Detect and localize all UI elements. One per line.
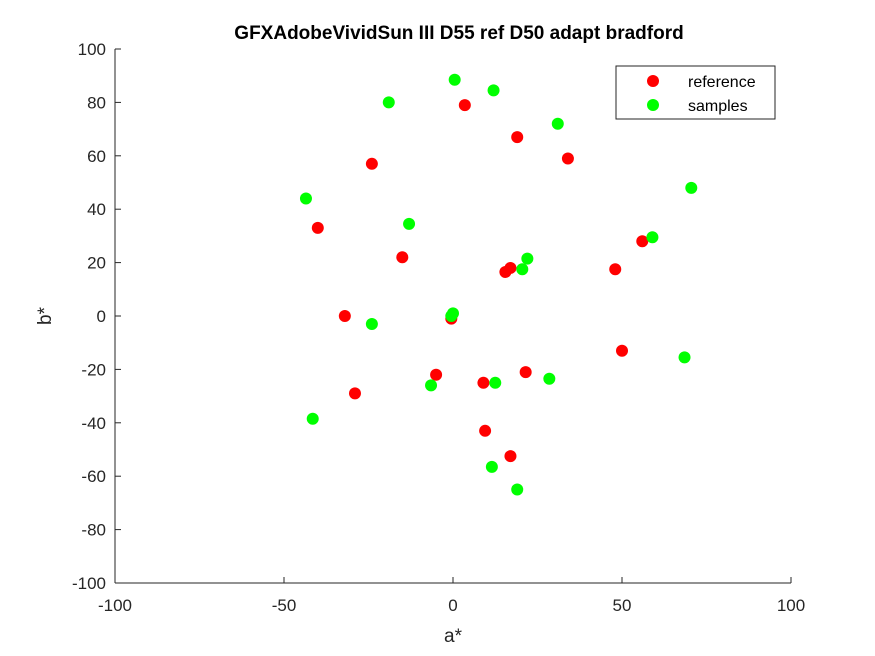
samples-point xyxy=(521,252,534,265)
y-tick-label: -100 xyxy=(72,574,106,593)
y-tick-label: 40 xyxy=(87,200,106,219)
legend-marker-samples xyxy=(647,99,659,111)
y-tick-label: 100 xyxy=(78,40,106,59)
samples-point xyxy=(516,263,529,276)
reference-point xyxy=(348,387,361,400)
x-tick-label: 50 xyxy=(613,596,632,615)
legend-label-reference: reference xyxy=(688,74,756,91)
chart-title: GFXAdobeVividSun III D55 ref D50 adapt b… xyxy=(234,23,683,44)
y-axis-ticks: -100 -80 -60 -40 -20 0 20 40 60 80 100 xyxy=(72,40,121,593)
y-tick-label: 80 xyxy=(87,93,106,112)
reference-point xyxy=(504,450,517,463)
reference-point xyxy=(458,99,471,112)
x-tick-label: 100 xyxy=(777,596,805,615)
reference-point xyxy=(561,152,574,165)
reference-point xyxy=(616,344,628,357)
y-tick-label: -20 xyxy=(81,360,106,379)
data-points xyxy=(299,73,698,496)
reference-point xyxy=(396,251,409,264)
y-axis-title: b* xyxy=(35,306,56,325)
y-tick-label: 60 xyxy=(87,147,106,166)
y-tick-label: -40 xyxy=(81,414,106,433)
samples-point xyxy=(445,310,458,322)
samples-point xyxy=(403,217,416,230)
samples-point xyxy=(487,84,500,97)
legend-marker-reference xyxy=(647,75,659,87)
x-tick-label: -100 xyxy=(98,596,132,615)
y-tick-label: 0 xyxy=(97,307,106,326)
legend: reference samples xyxy=(615,65,776,120)
reference-point xyxy=(636,235,649,248)
y-tick-label: -80 xyxy=(81,521,106,540)
reference-point xyxy=(479,424,492,437)
reference-point xyxy=(311,221,324,234)
y-tick-label: -60 xyxy=(81,467,106,486)
x-axis-title: a* xyxy=(444,626,463,647)
samples-point xyxy=(685,181,698,194)
samples-point xyxy=(382,96,395,109)
reference-point xyxy=(430,368,443,381)
samples-point xyxy=(425,379,438,392)
samples-point xyxy=(543,372,556,385)
plot-area: -100 -50 0 50 100 -100 -80 -60 -40 -20 0 20 40 60 80 1… xyxy=(72,40,805,615)
legend-box xyxy=(615,65,776,120)
reference-point xyxy=(519,366,532,379)
samples-point xyxy=(489,376,502,389)
reference-point xyxy=(365,157,378,170)
reference-point xyxy=(511,131,524,144)
samples-point xyxy=(511,483,524,496)
y-tick-label: 20 xyxy=(87,254,106,273)
samples-point xyxy=(485,460,498,473)
legend-label-samples: samples xyxy=(688,98,748,115)
samples-point xyxy=(299,192,312,205)
x-axis-ticks: -100 -50 0 50 100 xyxy=(98,577,805,615)
reference-point xyxy=(499,265,512,278)
x-tick-label: -50 xyxy=(272,596,297,615)
samples-point xyxy=(646,231,659,244)
samples-point xyxy=(306,412,319,425)
reference-point xyxy=(477,376,490,389)
x-tick-label: 0 xyxy=(448,596,457,615)
samples-point xyxy=(678,351,691,364)
samples-point xyxy=(365,318,378,331)
reference-point xyxy=(609,263,622,276)
samples-point xyxy=(448,73,461,86)
reference-point xyxy=(338,310,351,322)
samples-point xyxy=(551,117,564,130)
